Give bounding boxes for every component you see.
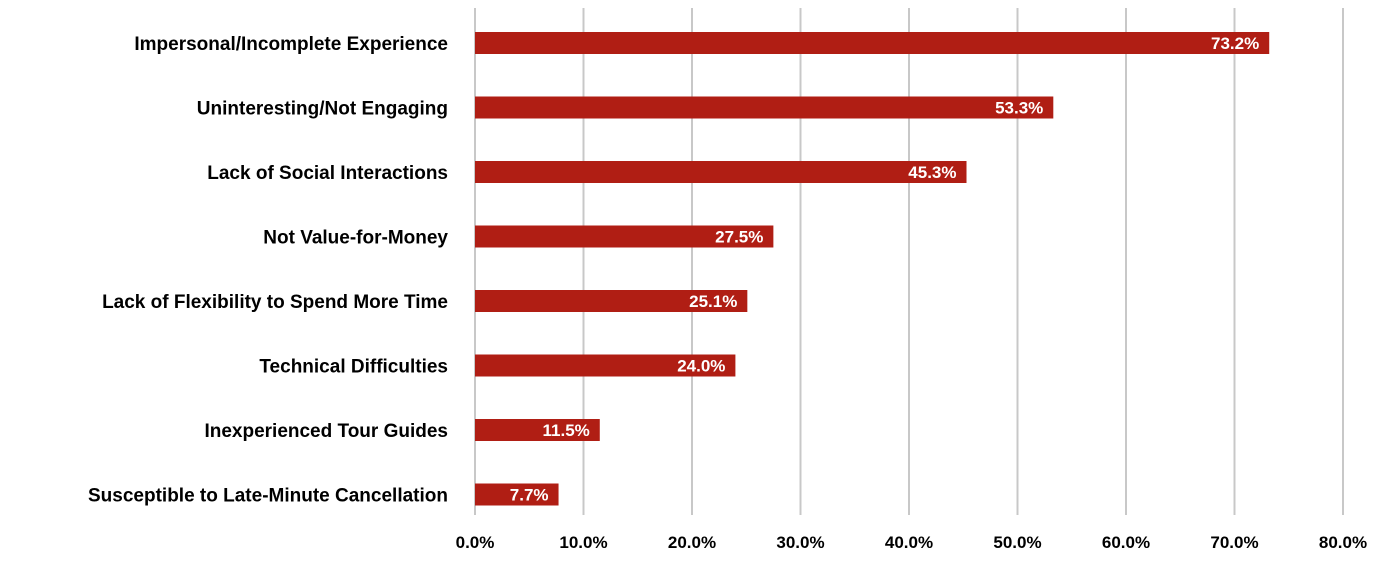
- x-tick-label: 50.0%: [993, 533, 1041, 552]
- category-label: Impersonal/Incomplete Experience: [134, 34, 448, 55]
- category-label: Not Value-for-Money: [263, 228, 448, 249]
- category-label: Lack of Social Interactions: [207, 163, 448, 184]
- x-axis-tick-labels: 0.0% 10.0% 20.0% 30.0% 40.0% 50.0% 60.0% 70.0% 8…: [456, 533, 1367, 552]
- category-label: Uninteresting/Not Engaging: [197, 99, 448, 120]
- gridlines: [475, 8, 1343, 515]
- category-labels: Impersonal/Incomplete Experience Unintere…: [88, 34, 448, 507]
- bar: [475, 97, 1053, 119]
- x-tick-label: 30.0%: [776, 533, 824, 552]
- bar-value-label: 24.0%: [677, 357, 725, 376]
- bar-value-label: 27.5%: [715, 228, 763, 247]
- x-tick-label: 10.0%: [559, 533, 607, 552]
- category-label: Inexperienced Tour Guides: [204, 421, 448, 442]
- bar-value-label: 53.3%: [995, 99, 1043, 118]
- bar-value-label: 25.1%: [689, 292, 737, 311]
- x-tick-label: 40.0%: [885, 533, 933, 552]
- category-label: Susceptible to Late-Minute Cancellation: [88, 486, 448, 507]
- bar-value-label: 7.7%: [510, 486, 549, 505]
- x-tick-label: 20.0%: [668, 533, 716, 552]
- category-label: Lack of Flexibility to Spend More Time: [102, 292, 448, 313]
- x-tick-label: 70.0%: [1210, 533, 1258, 552]
- bars: [475, 32, 1269, 506]
- x-tick-label: 60.0%: [1102, 533, 1150, 552]
- bar-value-label: 11.5%: [543, 421, 590, 440]
- bar-value-label: 73.2%: [1211, 34, 1259, 53]
- x-tick-label: 0.0%: [456, 533, 495, 552]
- x-tick-label: 80.0%: [1319, 533, 1367, 552]
- bar-value-label: 45.3%: [908, 163, 956, 182]
- bar: [475, 32, 1269, 54]
- category-label: Technical Difficulties: [259, 357, 448, 378]
- bar: [475, 161, 967, 183]
